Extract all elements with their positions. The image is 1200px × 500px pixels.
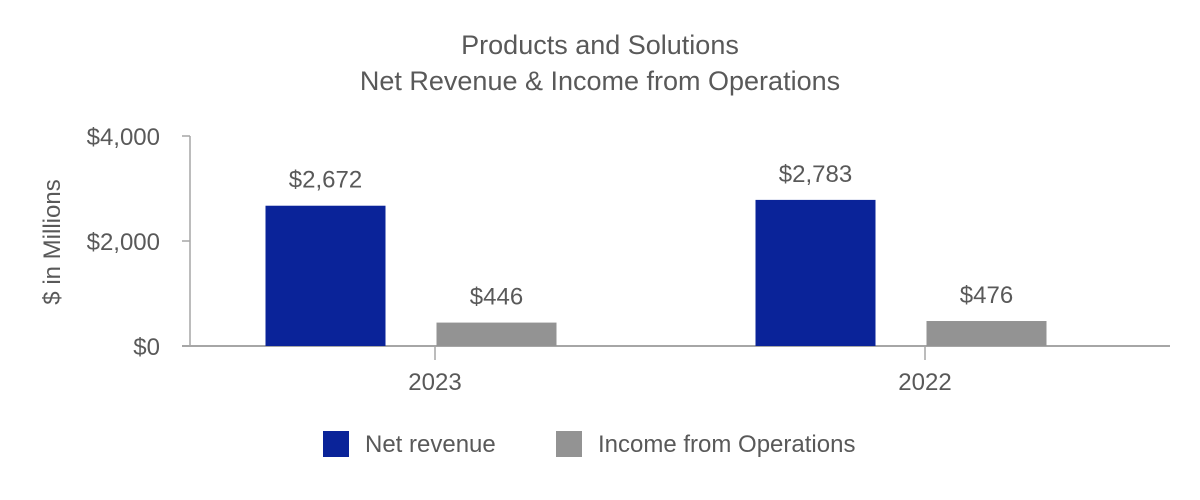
chart-title: Products and Solutions xyxy=(461,30,739,60)
legend-swatch xyxy=(323,431,349,457)
legend-swatch xyxy=(556,431,582,457)
data-label: $446 xyxy=(470,284,523,311)
data-label: $2,672 xyxy=(289,167,362,194)
data-label: $476 xyxy=(960,282,1013,309)
bar-income-from-operations-2022 xyxy=(926,321,1047,346)
legend-label: Net revenue xyxy=(365,431,496,458)
bar-net-revenue-2023 xyxy=(265,205,386,346)
bar-income-from-operations-2023 xyxy=(436,322,557,346)
chart-subtitle: Net Revenue & Income from Operations xyxy=(360,66,840,96)
y-tick-label: $4,000 xyxy=(87,124,160,151)
data-label: $2,783 xyxy=(779,161,852,188)
y-axis-label: $ in Millions xyxy=(39,179,66,304)
y-tick-label: $2,000 xyxy=(87,229,160,256)
y-tick-label: $0 xyxy=(133,334,160,361)
legend: Net revenue Income from Operations xyxy=(323,431,855,458)
legend-label: Income from Operations xyxy=(598,431,855,458)
bar-net-revenue-2022 xyxy=(755,199,876,346)
x-tick-label: 2022 xyxy=(898,369,951,396)
x-tick-label: 2023 xyxy=(408,369,461,396)
